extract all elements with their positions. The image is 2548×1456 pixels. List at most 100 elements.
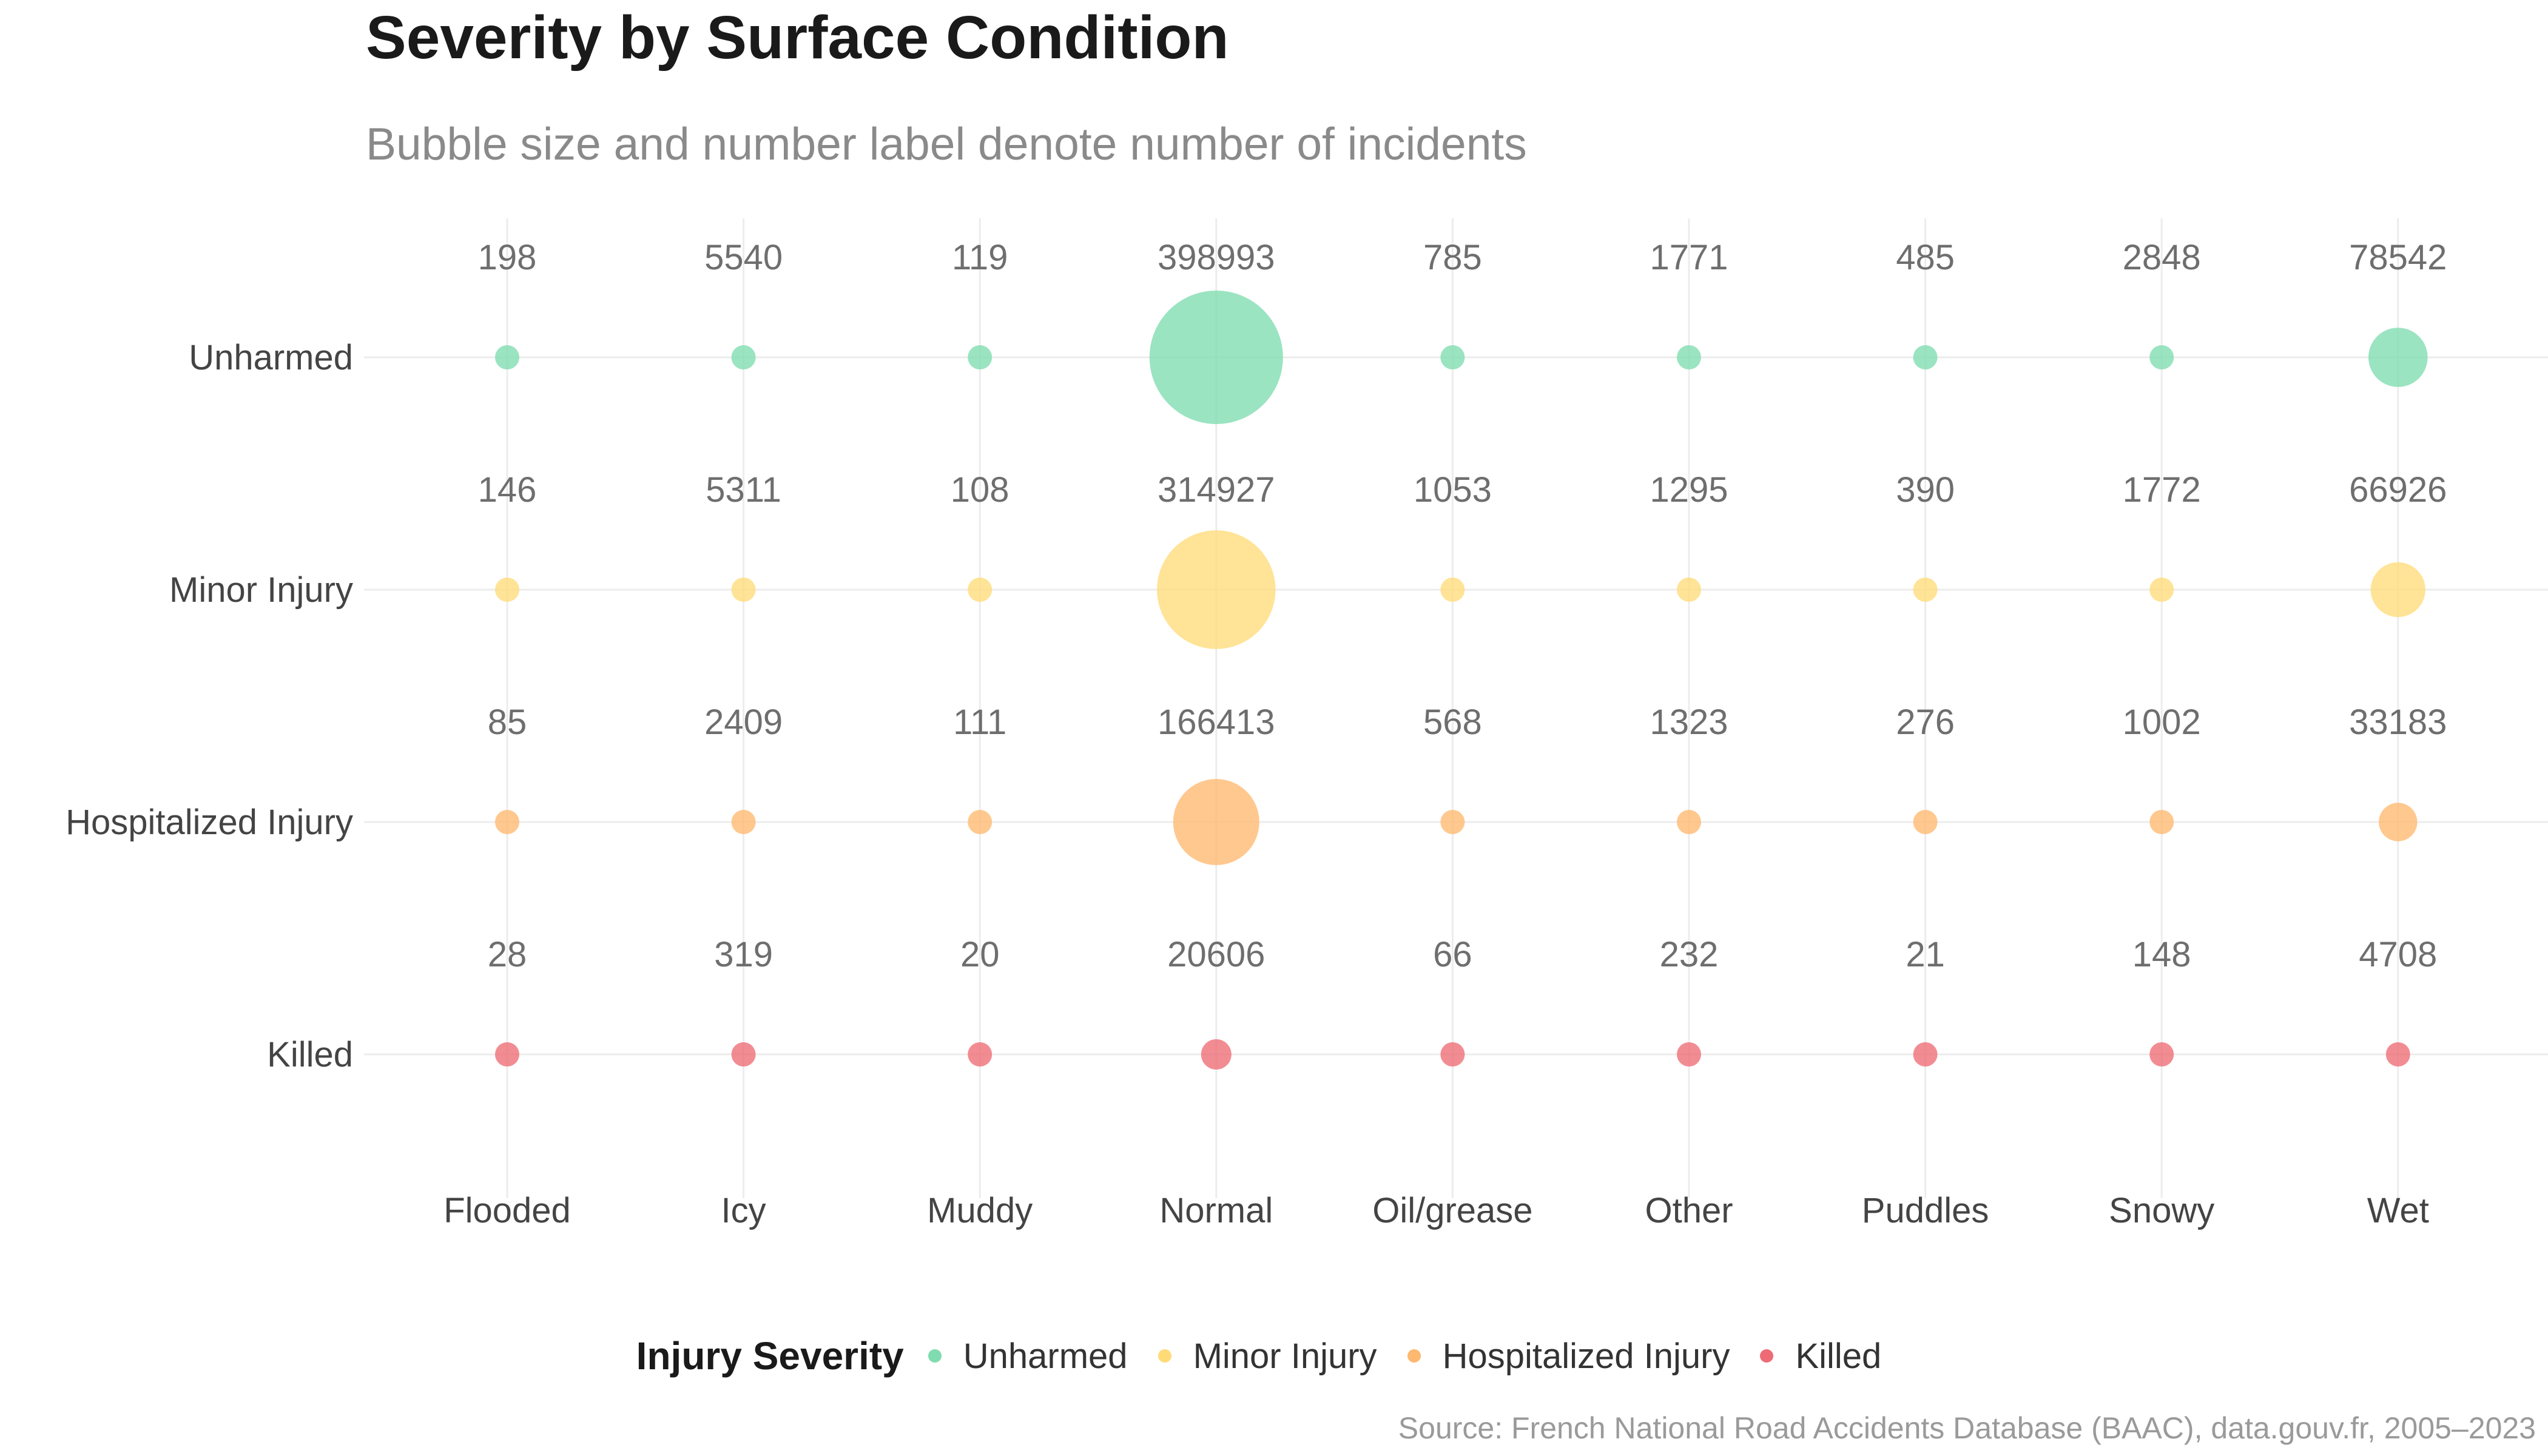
legend: Injury Severity Unharmed Minor Injury Ho… (0, 1326, 2548, 1386)
x-tick-label: Snowy (2109, 1191, 2214, 1230)
bubble (2368, 328, 2428, 387)
legend-label: Killed (1795, 1336, 1882, 1376)
value-label: 785 (1423, 238, 1482, 277)
value-label: 28 (488, 935, 527, 974)
legend-label: Minor Injury (1193, 1336, 1377, 1376)
value-label: 198 (478, 238, 537, 277)
value-label: 276 (1896, 703, 1955, 742)
value-label: 1053 (1414, 470, 1492, 510)
legend-marker-killed (1760, 1349, 1774, 1363)
value-label: 1771 (1650, 238, 1728, 277)
bubble (1913, 578, 1938, 602)
bubble (968, 578, 993, 602)
legend-item-killed: Killed (1760, 1336, 1881, 1377)
value-label: 2848 (2123, 238, 2201, 277)
legend-item-hospitalized-injury: Hospitalized Injury (1407, 1336, 1730, 1377)
value-label: 398993 (1158, 238, 1275, 277)
x-tick-label: Wet (2367, 1191, 2429, 1230)
bubble (1913, 810, 1938, 834)
bubble (731, 810, 756, 834)
value-label: 78542 (2349, 238, 2447, 277)
value-label: 5540 (704, 238, 783, 277)
value-label: 111 (953, 703, 1006, 742)
bubble (1440, 810, 1465, 834)
x-tick-label: Other (1645, 1191, 1733, 1230)
value-label: 232 (1660, 935, 1719, 974)
bubble (495, 345, 519, 369)
bubble (2149, 1042, 2174, 1067)
bubble (495, 1042, 519, 1067)
axis-tick-labels: Flooded Icy Muddy Normal Oil/grease Other Pudd… (66, 338, 2429, 1230)
bubble (1913, 1042, 1938, 1067)
chart-subtitle: Bubble size and number label denote numb… (366, 118, 1527, 169)
value-label: 166413 (1158, 703, 1275, 742)
bubble (2379, 803, 2418, 841)
bubble (1173, 779, 1259, 865)
value-label: 66926 (2349, 470, 2447, 510)
value-label: 148 (2132, 935, 2191, 974)
y-tick-label: Hospitalized Injury (66, 803, 353, 842)
y-tick-label: Unharmed (189, 338, 353, 377)
value-label: 319 (714, 935, 773, 974)
y-tick-label: Minor Injury (169, 570, 353, 610)
x-tick-label: Puddles (1862, 1191, 1989, 1230)
bubble (2149, 578, 2174, 602)
value-label: 20606 (1167, 935, 1265, 974)
value-label: 5311 (706, 470, 781, 510)
value-label: 485 (1896, 238, 1955, 277)
chart-title: Severity by Surface Condition (366, 4, 1229, 72)
bubble (968, 1042, 993, 1067)
bubble (1677, 578, 1701, 602)
bubble (731, 578, 756, 602)
legend-marker-unharmed (928, 1349, 942, 1363)
bubble-chart: 198 5540 119 398993 785 1771 485 2848 78542 146 53… (66, 218, 2548, 1230)
x-tick-label: Icy (721, 1191, 766, 1230)
bubble (1440, 1042, 1465, 1067)
value-label: 1002 (2123, 703, 2201, 742)
value-label: 119 (952, 238, 1008, 277)
legend-marker-hospitalized-injury (1407, 1349, 1421, 1363)
bubble (968, 810, 993, 834)
legend-label: Hospitalized Injury (1442, 1336, 1730, 1376)
y-tick-label: Killed (267, 1035, 353, 1074)
bubble (2149, 810, 2174, 834)
bubble (1440, 345, 1465, 369)
value-label: 1295 (1650, 470, 1728, 510)
value-label: 108 (951, 470, 1009, 510)
legend-item-unharmed: Unharmed (928, 1336, 1128, 1377)
legend-label: Unharmed (963, 1336, 1128, 1376)
bubble (2370, 562, 2425, 618)
value-label: 21 (1906, 935, 1945, 974)
bubble (2385, 1042, 2410, 1067)
bubble (1201, 1039, 1232, 1070)
bubble (968, 345, 993, 369)
bubble (1913, 345, 1938, 369)
value-label: 2409 (704, 703, 783, 742)
bubble-layer (495, 291, 2428, 1070)
bubble (1149, 291, 1283, 424)
legend-marker-minor-injury (1158, 1349, 1171, 1363)
value-label: 33183 (2349, 703, 2447, 742)
bubble (1677, 345, 1701, 369)
legend-item-minor-injury: Minor Injury (1158, 1336, 1377, 1377)
bubble (1157, 530, 1276, 649)
value-label: 390 (1896, 470, 1955, 510)
chart-caption: Source: French National Road Accidents D… (1398, 1411, 2536, 1445)
value-label: 20 (960, 935, 1000, 974)
value-label: 314927 (1158, 470, 1275, 510)
value-label: 66 (1433, 935, 1472, 974)
x-tick-label: Normal (1159, 1191, 1273, 1230)
x-tick-label: Muddy (927, 1191, 1033, 1230)
bubble (1677, 1042, 1701, 1067)
value-label: 4708 (2359, 935, 2437, 974)
value-label: 1323 (1650, 703, 1728, 742)
bubble (1677, 810, 1701, 834)
value-label: 568 (1423, 703, 1482, 742)
bubble (731, 1042, 756, 1067)
value-label: 1772 (2123, 470, 2201, 510)
bubble (1440, 578, 1465, 602)
value-label: 146 (478, 470, 537, 510)
bubble (2149, 345, 2174, 369)
bubble (731, 345, 756, 369)
x-tick-label: Oil/grease (1372, 1191, 1532, 1230)
